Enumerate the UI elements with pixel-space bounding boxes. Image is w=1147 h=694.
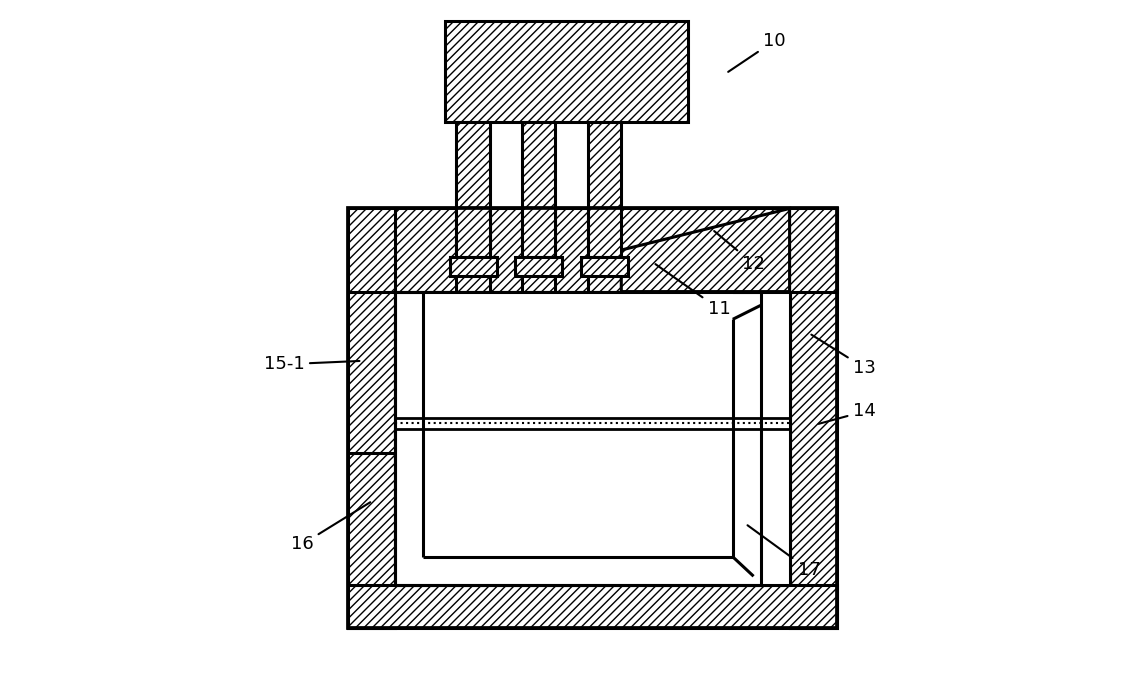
Bar xyxy=(349,208,836,291)
Bar xyxy=(450,257,497,276)
Bar xyxy=(457,122,490,257)
Bar xyxy=(490,208,522,291)
Bar xyxy=(349,584,836,627)
Bar xyxy=(582,257,629,276)
Text: 15-1: 15-1 xyxy=(264,355,359,373)
Bar xyxy=(588,122,622,257)
Text: 14: 14 xyxy=(819,403,876,424)
Text: 13: 13 xyxy=(811,335,876,377)
Bar xyxy=(349,208,396,627)
Bar xyxy=(555,208,588,291)
Text: 10: 10 xyxy=(728,32,786,72)
Bar xyxy=(423,291,733,557)
Text: 17: 17 xyxy=(748,525,820,579)
Text: 16: 16 xyxy=(290,502,370,553)
Bar xyxy=(396,291,789,584)
Bar xyxy=(396,208,457,291)
Bar xyxy=(515,257,562,276)
Polygon shape xyxy=(622,208,789,291)
Bar xyxy=(789,208,836,627)
Text: 11: 11 xyxy=(655,264,731,318)
Bar xyxy=(349,208,836,627)
Text: 12: 12 xyxy=(715,231,765,273)
Bar xyxy=(522,122,555,257)
Bar xyxy=(445,22,688,122)
Bar xyxy=(396,291,760,584)
